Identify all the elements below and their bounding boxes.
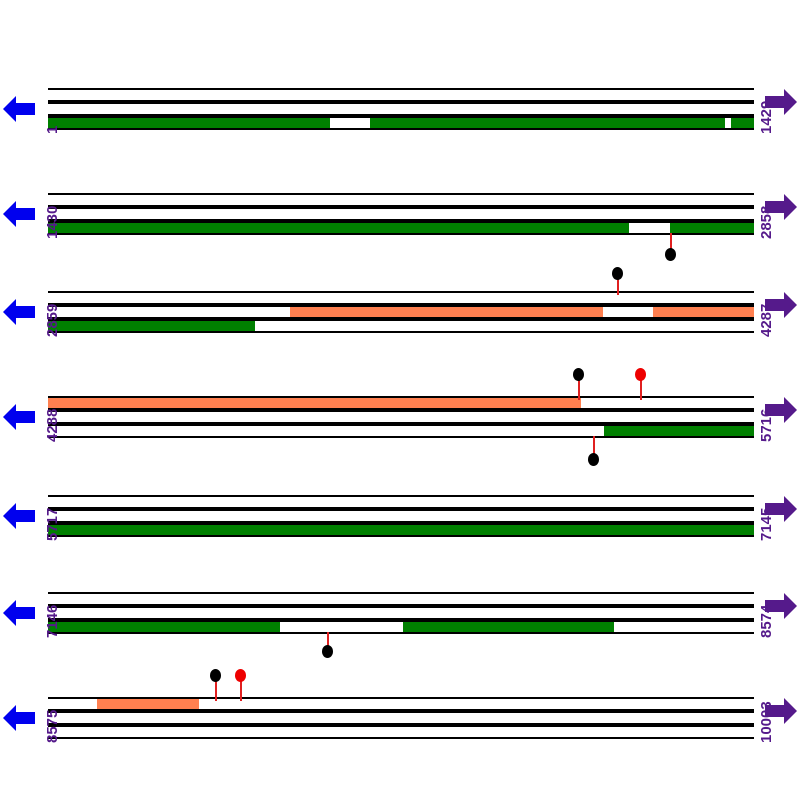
row-start-coordinate: 4288 [44, 408, 61, 442]
next-page-arrow[interactable] [764, 192, 798, 222]
frame-track [48, 523, 754, 537]
variant-marker[interactable] [573, 368, 584, 400]
marker-stem [617, 273, 619, 295]
row-start-coordinate: 1 [44, 125, 61, 134]
previous-page-arrow[interactable] [2, 501, 36, 531]
frame-track [48, 116, 754, 130]
row-start-coordinate: 1430 [44, 205, 61, 239]
variant-marker[interactable] [635, 368, 646, 400]
row-start-coordinate: 8575 [44, 709, 61, 743]
row-end-coordinate: 2858 [758, 205, 775, 239]
marker-head [665, 248, 676, 261]
reverse-feature-block[interactable] [97, 699, 199, 709]
marker-stem [578, 374, 580, 400]
variant-marker[interactable] [588, 436, 599, 466]
variant-marker[interactable] [235, 669, 246, 701]
forward-feature-block[interactable] [48, 118, 754, 128]
variant-marker[interactable] [665, 233, 676, 261]
forward-feature-block[interactable] [48, 525, 754, 535]
previous-page-arrow[interactable] [2, 297, 36, 327]
frame-track [48, 620, 754, 634]
feature-gap [280, 622, 403, 632]
marker-stem [215, 675, 217, 701]
frame-track [48, 221, 754, 235]
next-page-arrow[interactable] [764, 696, 798, 726]
next-page-arrow[interactable] [764, 494, 798, 524]
next-page-arrow[interactable] [764, 395, 798, 425]
frame-track [48, 592, 754, 606]
frame-track [48, 410, 754, 424]
feature-gap [330, 118, 370, 128]
previous-page-arrow[interactable] [2, 703, 36, 733]
next-page-arrow[interactable] [764, 290, 798, 320]
frame-track [48, 88, 754, 102]
frame-track [48, 193, 754, 207]
row-end-coordinate: 1429 [758, 100, 775, 134]
row-end-coordinate: 7145 [758, 507, 775, 541]
previous-page-arrow[interactable] [2, 199, 36, 229]
marker-head [210, 669, 221, 682]
frame-track [48, 207, 754, 221]
variant-marker[interactable] [210, 669, 221, 701]
next-page-arrow[interactable] [764, 591, 798, 621]
row-end-coordinate: 8574 [758, 604, 775, 638]
row-end-coordinate: 10003 [758, 701, 775, 743]
frame-track [48, 711, 754, 725]
previous-page-arrow[interactable] [2, 402, 36, 432]
forward-feature-block[interactable] [604, 426, 754, 436]
frame-track [48, 396, 754, 410]
marker-head [573, 368, 584, 381]
next-page-arrow[interactable] [764, 87, 798, 117]
row-start-coordinate: 7146 [44, 604, 61, 638]
marker-head [612, 267, 623, 280]
frame-track [48, 291, 754, 305]
marker-head [235, 669, 246, 682]
marker-stem [327, 632, 329, 646]
forward-feature-block[interactable] [48, 223, 754, 233]
marker-stem [593, 436, 595, 454]
previous-page-arrow[interactable] [2, 598, 36, 628]
feature-gap [603, 307, 653, 317]
row-start-coordinate: 5717 [44, 507, 61, 541]
marker-stem [670, 233, 672, 249]
forward-feature-block[interactable] [48, 321, 255, 331]
variant-marker[interactable] [612, 267, 623, 295]
feature-gap [725, 118, 731, 128]
feature-gap [629, 223, 670, 233]
marker-head [635, 368, 646, 381]
variant-marker[interactable] [322, 632, 333, 658]
frame-track [48, 424, 754, 438]
marker-head [322, 645, 333, 658]
frame-track [48, 495, 754, 509]
previous-page-arrow[interactable] [2, 94, 36, 124]
reverse-feature-block[interactable] [48, 398, 581, 408]
marker-stem [240, 675, 242, 701]
frame-track [48, 102, 754, 116]
row-start-coordinate: 2859 [44, 303, 61, 337]
frame-track [48, 319, 754, 333]
frame-track [48, 606, 754, 620]
frame-track [48, 697, 754, 711]
frame-track [48, 725, 754, 739]
marker-stem [640, 374, 642, 400]
reverse-feature-block[interactable] [290, 307, 754, 317]
frame-track [48, 509, 754, 523]
marker-head [588, 453, 599, 466]
row-end-coordinate: 4287 [758, 303, 775, 337]
row-end-coordinate: 5716 [758, 408, 775, 442]
frame-track [48, 305, 754, 319]
